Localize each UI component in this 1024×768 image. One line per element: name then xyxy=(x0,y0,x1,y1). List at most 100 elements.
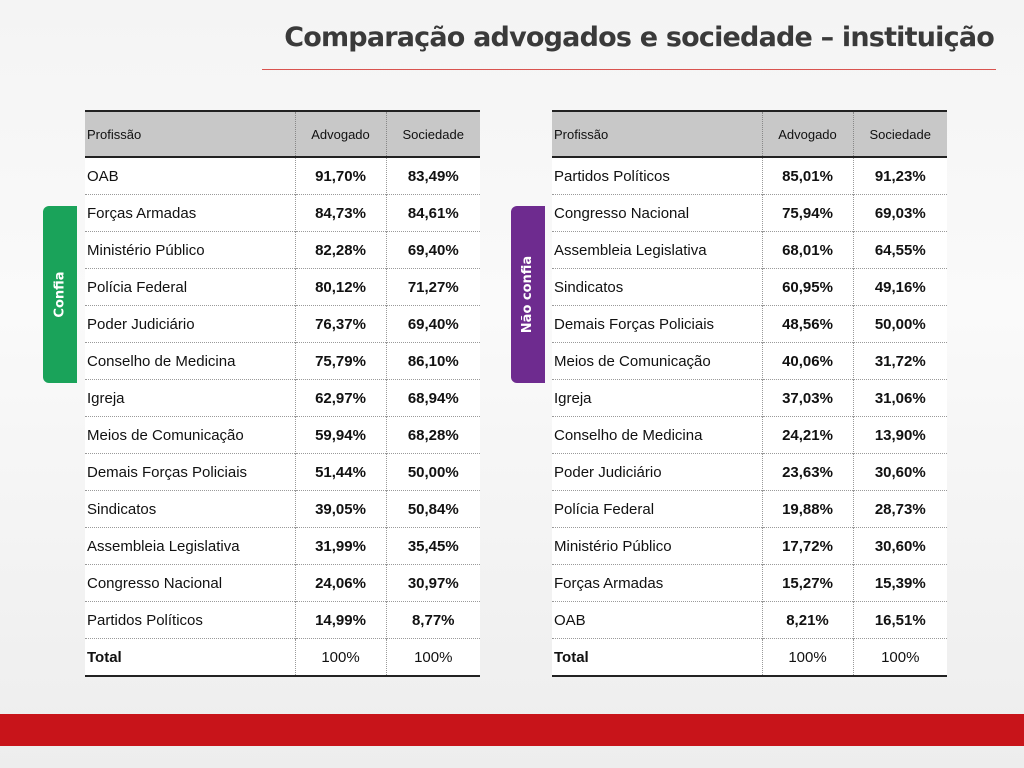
cell-advogado: 17,72% xyxy=(761,527,853,565)
table-row: Partidos Políticos 14,99% 8,77% xyxy=(85,601,480,639)
table-row: Polícia Federal 19,88% 28,73% xyxy=(552,490,947,528)
cell-sociedade: 69,40% xyxy=(385,231,480,269)
cell-profissao: Forças Armadas xyxy=(552,564,762,602)
cell-advogado: 51,44% xyxy=(294,453,386,491)
total-label: Total xyxy=(552,638,762,677)
header-advogado: Advogado xyxy=(761,110,853,158)
table-row: Demais Forças Policiais 48,56% 50,00% xyxy=(552,305,947,343)
cell-sociedade: 31,06% xyxy=(852,379,947,417)
cell-profissao: Ministério Público xyxy=(85,231,295,269)
cell-sociedade: 15,39% xyxy=(852,564,947,602)
cell-advogado: 84,73% xyxy=(294,194,386,232)
cell-sociedade: 13,90% xyxy=(852,416,947,454)
cell-sociedade: 68,94% xyxy=(385,379,480,417)
cell-advogado: 85,01% xyxy=(761,157,853,195)
cell-advogado: 91,70% xyxy=(294,157,386,195)
table-row: Assembleia Legislativa 31,99% 35,45% xyxy=(85,527,480,565)
nao-confia-table: Profissão Advogado Sociedade Partidos Po… xyxy=(552,110,947,677)
cell-profissao: Igreja xyxy=(85,379,295,417)
cell-sociedade: 69,40% xyxy=(385,305,480,343)
cell-profissao: Demais Forças Policiais xyxy=(552,305,762,343)
cell-profissao: OAB xyxy=(552,601,762,639)
cell-sociedade: 35,45% xyxy=(385,527,480,565)
table-row: Assembleia Legislativa 68,01% 64,55% xyxy=(552,231,947,269)
table-row: Congresso Nacional 24,06% 30,97% xyxy=(85,564,480,602)
cell-advogado: 80,12% xyxy=(294,268,386,306)
cell-profissao: Partidos Políticos xyxy=(85,601,295,639)
cell-advogado: 23,63% xyxy=(761,453,853,491)
header-profissao: Profissão xyxy=(552,110,762,158)
cell-sociedade: 31,72% xyxy=(852,342,947,380)
cell-advogado: 15,27% xyxy=(761,564,853,602)
cell-advogado: 8,21% xyxy=(761,601,853,639)
confia-tab: Confia xyxy=(43,206,77,383)
cell-advogado: 31,99% xyxy=(294,527,386,565)
table-row: Meios de Comunicação 40,06% 31,72% xyxy=(552,342,947,380)
cell-advogado: 37,03% xyxy=(761,379,853,417)
cell-advogado: 40,06% xyxy=(761,342,853,380)
cell-advogado: 24,06% xyxy=(294,564,386,602)
cell-profissao: Meios de Comunicação xyxy=(85,416,295,454)
cell-profissao: Igreja xyxy=(552,379,762,417)
cell-profissao: OAB xyxy=(87,167,119,185)
cell-sociedade: 64,55% xyxy=(852,231,947,269)
cell-sociedade: 16,51% xyxy=(852,601,947,639)
header-sociedade: Sociedade xyxy=(852,110,947,158)
table-row: Conselho de Medicina 75,79% 86,10% xyxy=(85,342,480,380)
cell-profissao: Forças Armadas xyxy=(85,194,295,232)
table-row: Meios de Comunicação 59,94% 68,28% xyxy=(85,416,480,454)
total-sociedade: 100% xyxy=(385,638,480,677)
cell-sociedade: 30,60% xyxy=(852,453,947,491)
cell-profissao: Conselho de Medicina xyxy=(552,416,762,454)
table-row: OAB 8,21% 16,51% xyxy=(552,601,947,639)
cell-advogado: 75,94% xyxy=(761,194,853,232)
cell-sociedade: 91,23% xyxy=(852,157,947,195)
cell-sociedade: 50,84% xyxy=(385,490,480,528)
cell-advogado: 19,88% xyxy=(761,490,853,528)
cell-advogado: 60,95% xyxy=(761,268,853,306)
header-advogado: Advogado xyxy=(294,110,386,158)
total-sociedade: 100% xyxy=(852,638,947,677)
cell-profissao: Partidos Políticos xyxy=(554,167,670,185)
cell-profissao: Sindicatos xyxy=(85,490,295,528)
cell-profissao: Congresso Nacional xyxy=(85,564,295,602)
cell-profissao: Demais Forças Policiais xyxy=(85,453,295,491)
header-sociedade: Sociedade xyxy=(385,110,480,158)
cell-profissao: Poder Judiciário xyxy=(552,453,762,491)
cell-sociedade: 50,00% xyxy=(385,453,480,491)
table-row: Conselho de Medicina 24,21% 13,90% xyxy=(552,416,947,454)
cell-advogado: 62,97% xyxy=(294,379,386,417)
cell-profissao: Poder Judiciário xyxy=(85,305,295,343)
cell-profissao: Sindicatos xyxy=(552,268,762,306)
cell-sociedade: 49,16% xyxy=(852,268,947,306)
cell-sociedade: 50,00% xyxy=(852,305,947,343)
cell-sociedade: 86,10% xyxy=(385,342,480,380)
confia-table: Profissão Advogado Sociedade OAB 91,70% 83… xyxy=(85,110,480,677)
cell-advogado: 24,21% xyxy=(761,416,853,454)
nao-confia-tab: Não confia xyxy=(511,206,545,383)
cell-advogado: 68,01% xyxy=(761,231,853,269)
table-row: Demais Forças Policiais 51,44% 50,00% xyxy=(85,453,480,491)
cell-advogado: 59,94% xyxy=(294,416,386,454)
cell-advogado: 48,56% xyxy=(761,305,853,343)
cell-profissao: Polícia Federal xyxy=(552,490,762,528)
page-title: Comparação advogados e sociedade – insti… xyxy=(284,22,995,53)
cell-profissao: Assembleia Legislativa xyxy=(85,527,295,565)
table-row: Igreja 62,97% 68,94% xyxy=(85,379,480,417)
confia-tab-label: Confia xyxy=(52,271,68,318)
table-row: Ministério Público 82,28% 69,40% xyxy=(85,231,480,269)
table-row: Igreja 37,03% 31,06% xyxy=(552,379,947,417)
cell-advogado: 82,28% xyxy=(294,231,386,269)
cell-profissao: Polícia Federal xyxy=(85,268,295,306)
cell-sociedade: 30,97% xyxy=(385,564,480,602)
cell-sociedade: 69,03% xyxy=(852,194,947,232)
total-row: Total 100% 100% xyxy=(552,638,947,677)
cell-sociedade: 8,77% xyxy=(385,601,480,639)
table-row: Poder Judiciário 76,37% 69,40% xyxy=(85,305,480,343)
cell-advogado: 75,79% xyxy=(294,342,386,380)
cell-advogado: 14,99% xyxy=(294,601,386,639)
cell-sociedade: 84,61% xyxy=(385,194,480,232)
total-label: Total xyxy=(85,638,295,677)
table-row: Congresso Nacional 75,94% 69,03% xyxy=(552,194,947,232)
table-row: Poder Judiciário 23,63% 30,60% xyxy=(552,453,947,491)
